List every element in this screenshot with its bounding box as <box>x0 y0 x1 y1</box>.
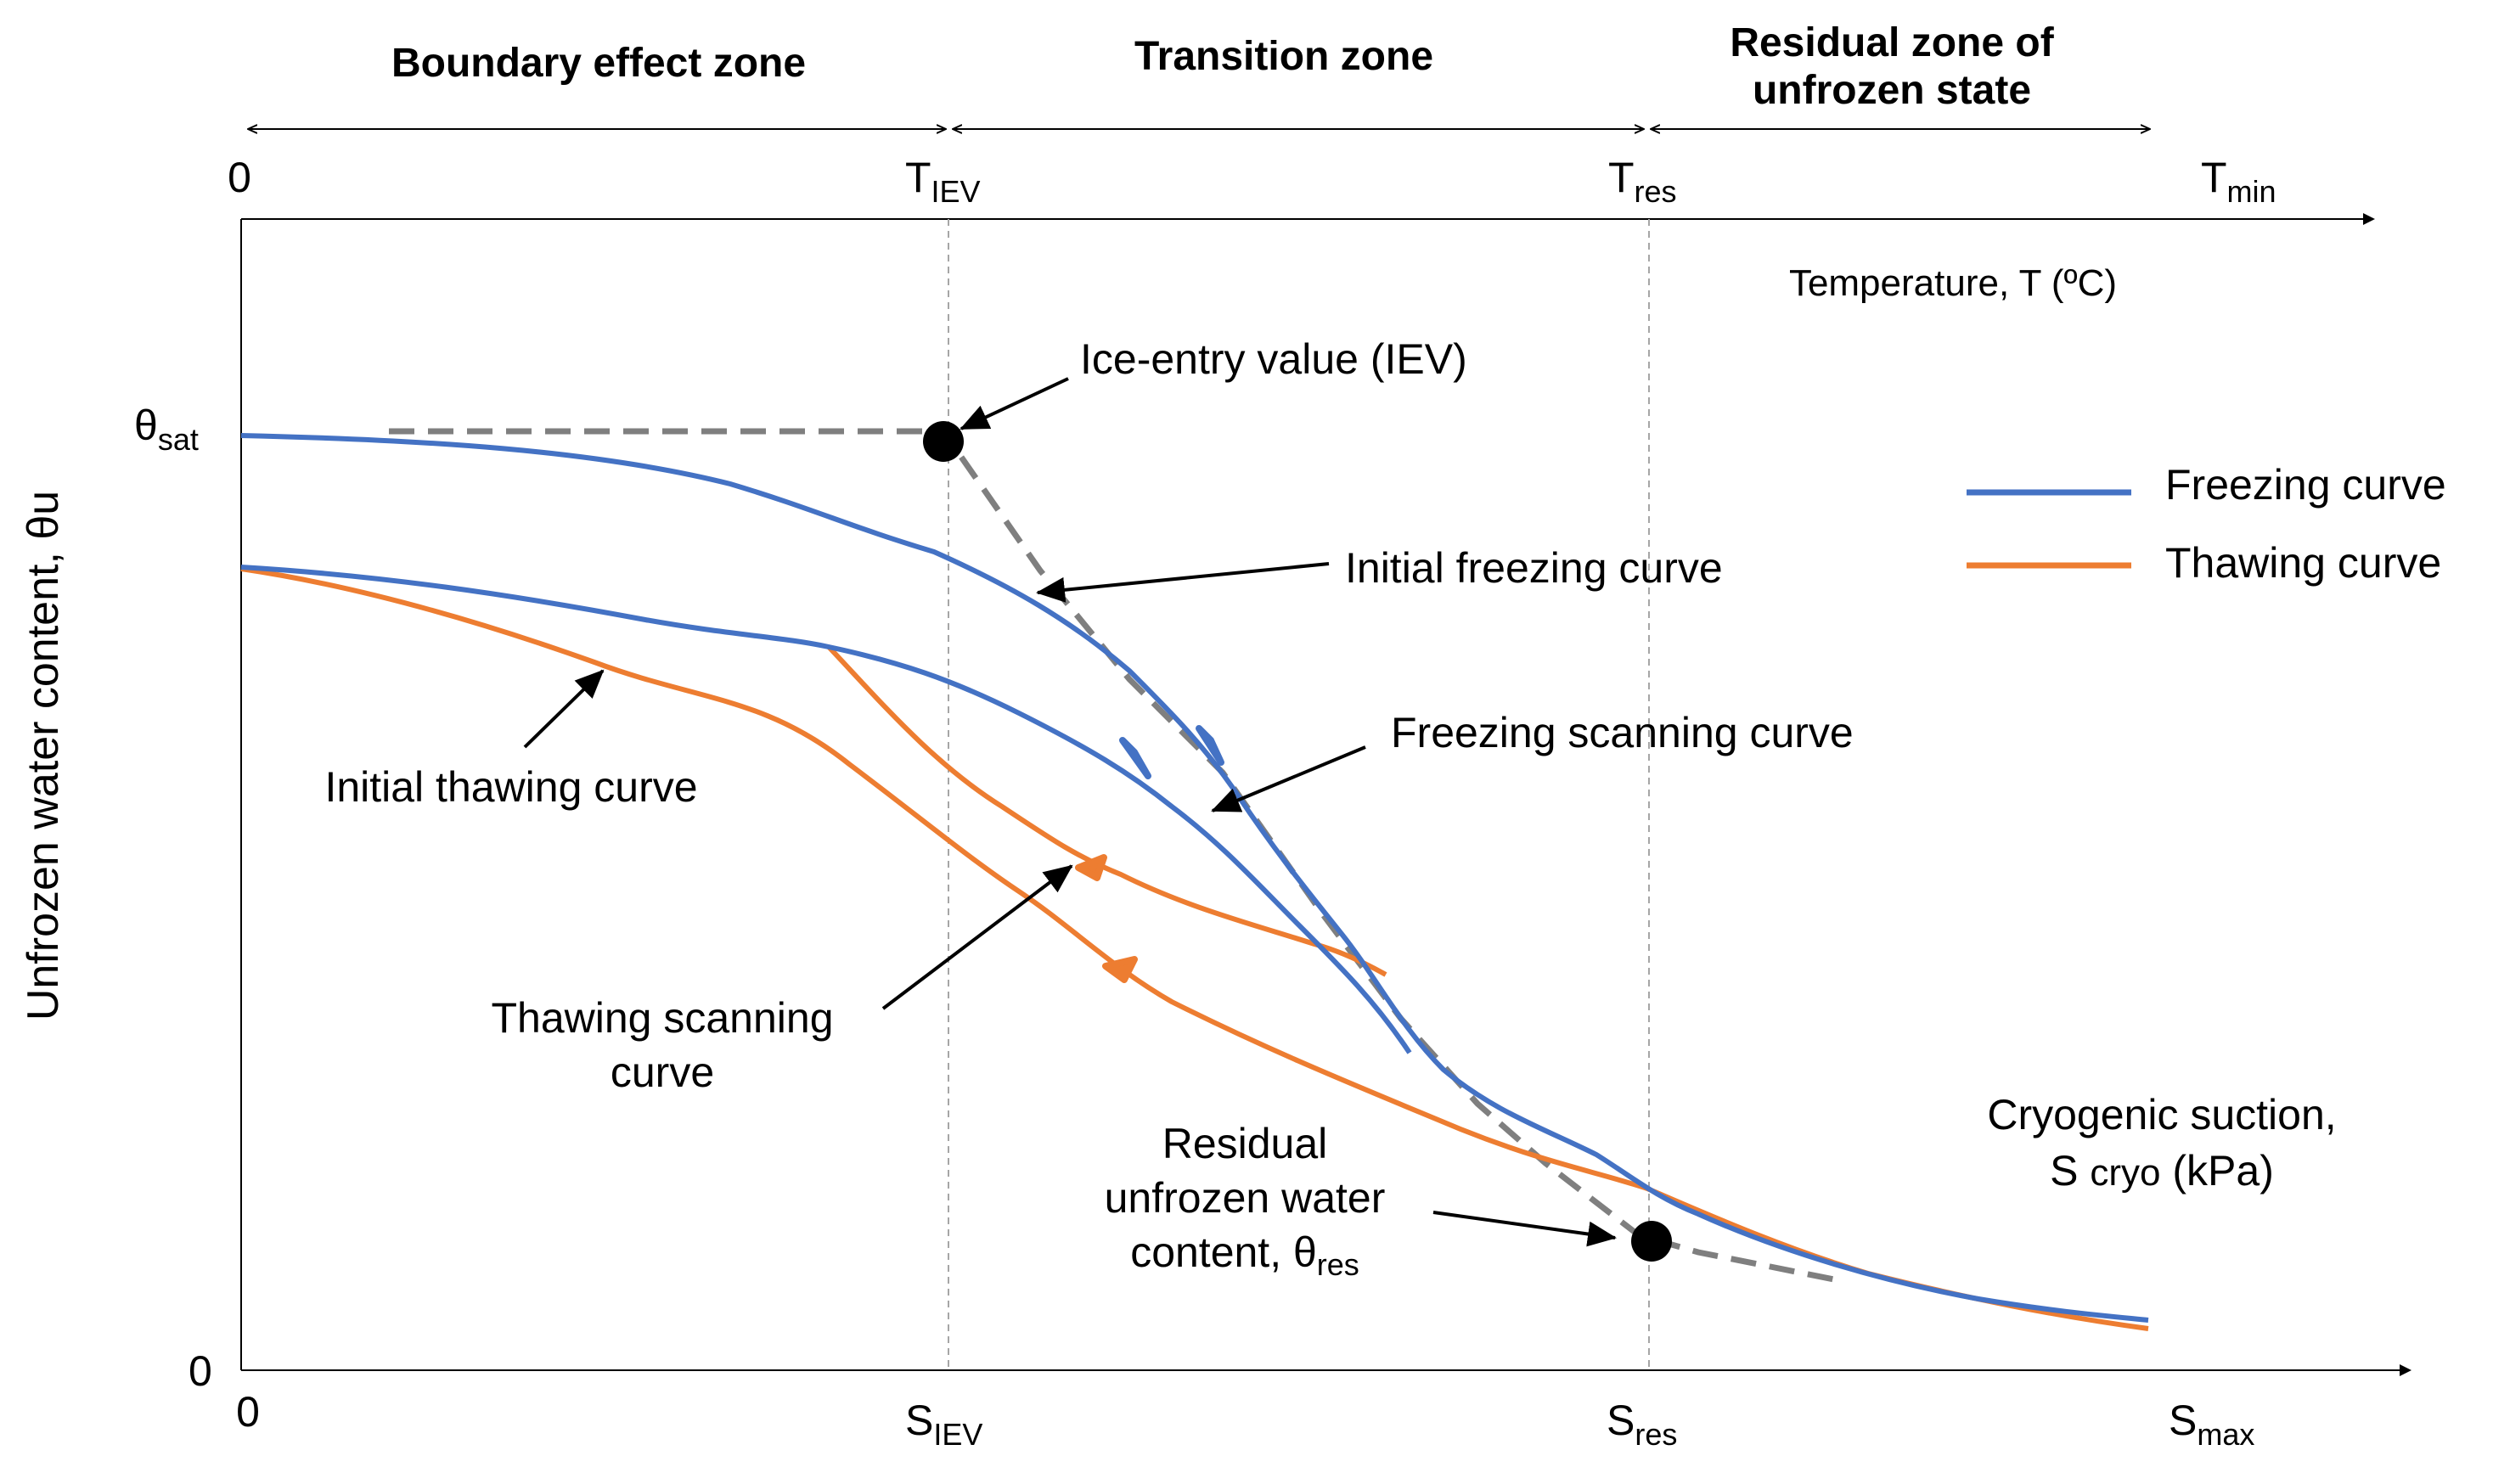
residual-zone-label-line2: unfrozen state <box>1753 68 2031 113</box>
legend-thawing-label: Thawing curve <box>2165 539 2441 587</box>
temperature-axis-title: Temperature, T (ºC) <box>1789 262 2117 304</box>
t-iev-label: TIEV <box>905 154 981 209</box>
freezing-scanning-curve <box>240 565 1412 1054</box>
initial-freezing-label: Initial freezing curve <box>1345 544 1723 592</box>
iev-point <box>923 421 964 462</box>
y-axis-title: Unfrozen water content, θu <box>19 491 68 1020</box>
s-iev-label: SIEV <box>905 1397 982 1452</box>
s-max-label: Smax <box>2169 1397 2254 1452</box>
freezing-scanning-label: Freezing scanning curve <box>1391 709 1854 756</box>
freezing-scanning-pointer <box>1211 745 1366 812</box>
residual-label-line2: unfrozen water <box>1105 1174 1386 1222</box>
y-zero-label: 0 <box>189 1347 212 1395</box>
thawing-direction-arrow-2 <box>1102 956 1138 983</box>
suction-origin-label: 0 <box>236 1388 260 1436</box>
legend-freezing-label: Freezing curve <box>2165 461 2446 509</box>
iev-pointer <box>960 377 1069 430</box>
residual-pointer <box>1432 1211 1617 1247</box>
t-min-label: Tmin <box>2201 154 2276 209</box>
suction-axis-title-line2: S cryo (kPa) <box>2050 1147 2274 1195</box>
boundary-zone-label: Boundary effect zone <box>391 41 806 86</box>
freezing-direction-arrow-1 <box>1119 737 1151 779</box>
initial-freezing-pointer <box>1036 562 1330 603</box>
thawing-scanning-label-line2: curve <box>611 1048 714 1096</box>
thawing-scanning-label-line1: Thawing scanning <box>491 994 833 1042</box>
thawing-scanning-pointer <box>881 864 1073 1010</box>
s-res-label: Sres <box>1607 1397 1677 1452</box>
residual-label-line1: Residual <box>1162 1120 1328 1167</box>
transition-zone-label: Transition zone <box>1134 34 1433 79</box>
legend: Freezing curve Thawing curve <box>1967 461 2446 587</box>
residual-label-line3: content, θres <box>1130 1228 1359 1282</box>
initial-freezing-curve <box>240 433 2149 1323</box>
initial-thawing-label: Initial thawing curve <box>324 763 697 811</box>
initial-thawing-pointer <box>523 669 605 749</box>
t-res-label: Tres <box>1608 154 1677 209</box>
theta-sat-label: θsat <box>134 402 199 457</box>
suction-axis-title-line1: Cryogenic suction, <box>1987 1091 2336 1138</box>
thawing-direction-arrow-1 <box>1075 854 1107 881</box>
residual-zone-label-line1: Residual zone of <box>1730 20 2054 65</box>
residual-point <box>1631 1221 1672 1262</box>
iev-label: Ice-entry value (IEV) <box>1080 335 1467 383</box>
temperature-origin-label: 0 <box>228 154 251 201</box>
freezing-direction-arrow-2 <box>1196 725 1224 766</box>
